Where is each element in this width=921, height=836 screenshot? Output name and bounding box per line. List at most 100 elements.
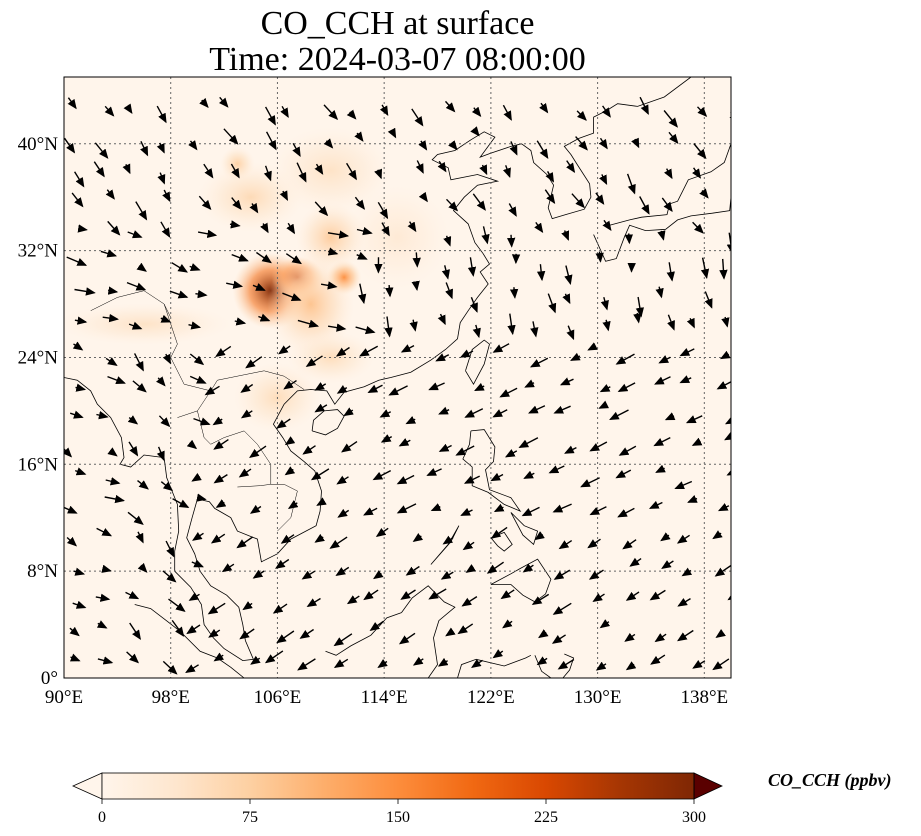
wind-arrow bbox=[445, 627, 456, 637]
wind-arrow bbox=[305, 355, 323, 367]
coastline-segment bbox=[401, 585, 456, 678]
wind-arrow bbox=[127, 230, 143, 239]
wind-arrow bbox=[506, 234, 516, 248]
wind-arrow bbox=[588, 569, 604, 580]
wind-arrow bbox=[617, 507, 635, 518]
wind-arrow bbox=[564, 445, 577, 454]
wind-arrow bbox=[64, 137, 76, 154]
wind-arrow bbox=[384, 316, 393, 338]
wind-arrow bbox=[94, 142, 109, 159]
wind-arrow bbox=[528, 405, 546, 414]
wind-arrow bbox=[448, 140, 458, 151]
wind-arrow bbox=[73, 567, 86, 576]
wind-arrow bbox=[435, 353, 450, 362]
wind-arrow bbox=[221, 563, 235, 573]
wind-arrow bbox=[188, 140, 198, 151]
coastline-segment bbox=[311, 409, 345, 436]
wind-arrow bbox=[74, 316, 88, 325]
lat-ticks: 0° 8°N 16°N 24°N 32°N 40°N bbox=[18, 134, 59, 689]
wind-arrow bbox=[185, 664, 199, 674]
wind-arrow bbox=[372, 469, 392, 481]
wind-arrow bbox=[559, 377, 574, 386]
wind-arrow bbox=[215, 345, 232, 357]
wind-arrow bbox=[428, 588, 447, 600]
wind-arrow bbox=[284, 466, 296, 476]
wind-arrow bbox=[654, 376, 671, 385]
wind-arrow bbox=[412, 656, 424, 666]
wind-arrow bbox=[661, 560, 674, 569]
concentration-plume bbox=[296, 202, 366, 272]
wind-arrow bbox=[552, 503, 572, 513]
coastline-segment bbox=[490, 531, 513, 552]
wind-arrow bbox=[564, 265, 573, 285]
wind-arrow bbox=[437, 160, 447, 173]
wind-arrow bbox=[400, 344, 415, 353]
wind-arrow bbox=[654, 633, 667, 643]
lat-tick-label: 8°N bbox=[27, 561, 58, 582]
wind-arrow bbox=[129, 622, 141, 640]
wind-arrow bbox=[471, 659, 483, 668]
wind-arrow bbox=[196, 493, 207, 502]
wind-arrow bbox=[660, 532, 671, 542]
wind-arrow bbox=[299, 628, 314, 639]
wind-arrow bbox=[396, 503, 417, 514]
wind-arrow bbox=[379, 409, 392, 418]
wind-arrow bbox=[442, 535, 454, 545]
wind-arrow bbox=[193, 417, 211, 426]
wind-arrow bbox=[160, 314, 172, 323]
wind-arrow bbox=[279, 190, 288, 201]
wind-arrow bbox=[297, 658, 316, 671]
wind-arrow bbox=[679, 375, 692, 384]
lon-tick-label: 90°E bbox=[45, 687, 83, 708]
wind-arrow bbox=[566, 160, 576, 173]
wind-arrow bbox=[492, 409, 508, 418]
lon-tick-label: 114°E bbox=[361, 687, 408, 708]
wind-arrow bbox=[213, 474, 228, 484]
lon-tick-label: 106°E bbox=[254, 687, 302, 708]
wind-arrow bbox=[66, 256, 88, 266]
wind-arrow bbox=[388, 385, 408, 396]
wind-arrow bbox=[135, 531, 144, 544]
wind-arrow bbox=[692, 167, 701, 179]
lat-tick-label: 16°N bbox=[18, 454, 59, 475]
wind-arrow bbox=[128, 441, 139, 457]
wind-arrow bbox=[418, 140, 428, 151]
wind-arrow bbox=[409, 319, 418, 332]
coastline-segment bbox=[430, 525, 460, 565]
wind-arrow bbox=[426, 467, 442, 476]
wind-arrow bbox=[407, 221, 417, 233]
wind-arrow bbox=[639, 196, 650, 215]
wind-arrow bbox=[536, 656, 548, 666]
wind-arrow bbox=[199, 97, 209, 109]
coastlines bbox=[64, 77, 731, 678]
wind-arrow bbox=[729, 111, 731, 124]
wind-arrow bbox=[258, 313, 271, 322]
wind-arrow bbox=[132, 380, 147, 393]
wind-arrow bbox=[249, 504, 262, 514]
wind-arrow bbox=[521, 506, 540, 517]
wind-arrow bbox=[459, 349, 474, 358]
wind-arrow bbox=[551, 634, 566, 644]
wind-arrow bbox=[714, 564, 731, 577]
wind-arrow bbox=[400, 589, 416, 600]
wind-arrow bbox=[335, 566, 350, 576]
wind-arrow bbox=[137, 562, 148, 573]
wind-arrow bbox=[716, 381, 731, 390]
wind-arrow bbox=[96, 620, 108, 629]
wind-arrow bbox=[126, 281, 147, 291]
wind-arrow bbox=[162, 570, 177, 583]
wind-arrow bbox=[226, 280, 244, 289]
wind-arrow bbox=[629, 557, 642, 567]
wind-arrow bbox=[127, 415, 139, 425]
wind-arrow bbox=[189, 353, 205, 366]
wind-arrow bbox=[192, 531, 204, 541]
coastline-segment bbox=[562, 653, 575, 678]
colorbar-tick-label: 75 bbox=[242, 809, 258, 826]
wind-arrow bbox=[470, 297, 478, 313]
wind-arrow bbox=[493, 503, 505, 513]
wind-arrow bbox=[208, 628, 221, 638]
wind-arrow bbox=[156, 142, 165, 154]
wind-arrow bbox=[69, 410, 84, 419]
wind-arrow bbox=[306, 597, 321, 608]
wind-arrow bbox=[700, 257, 710, 279]
